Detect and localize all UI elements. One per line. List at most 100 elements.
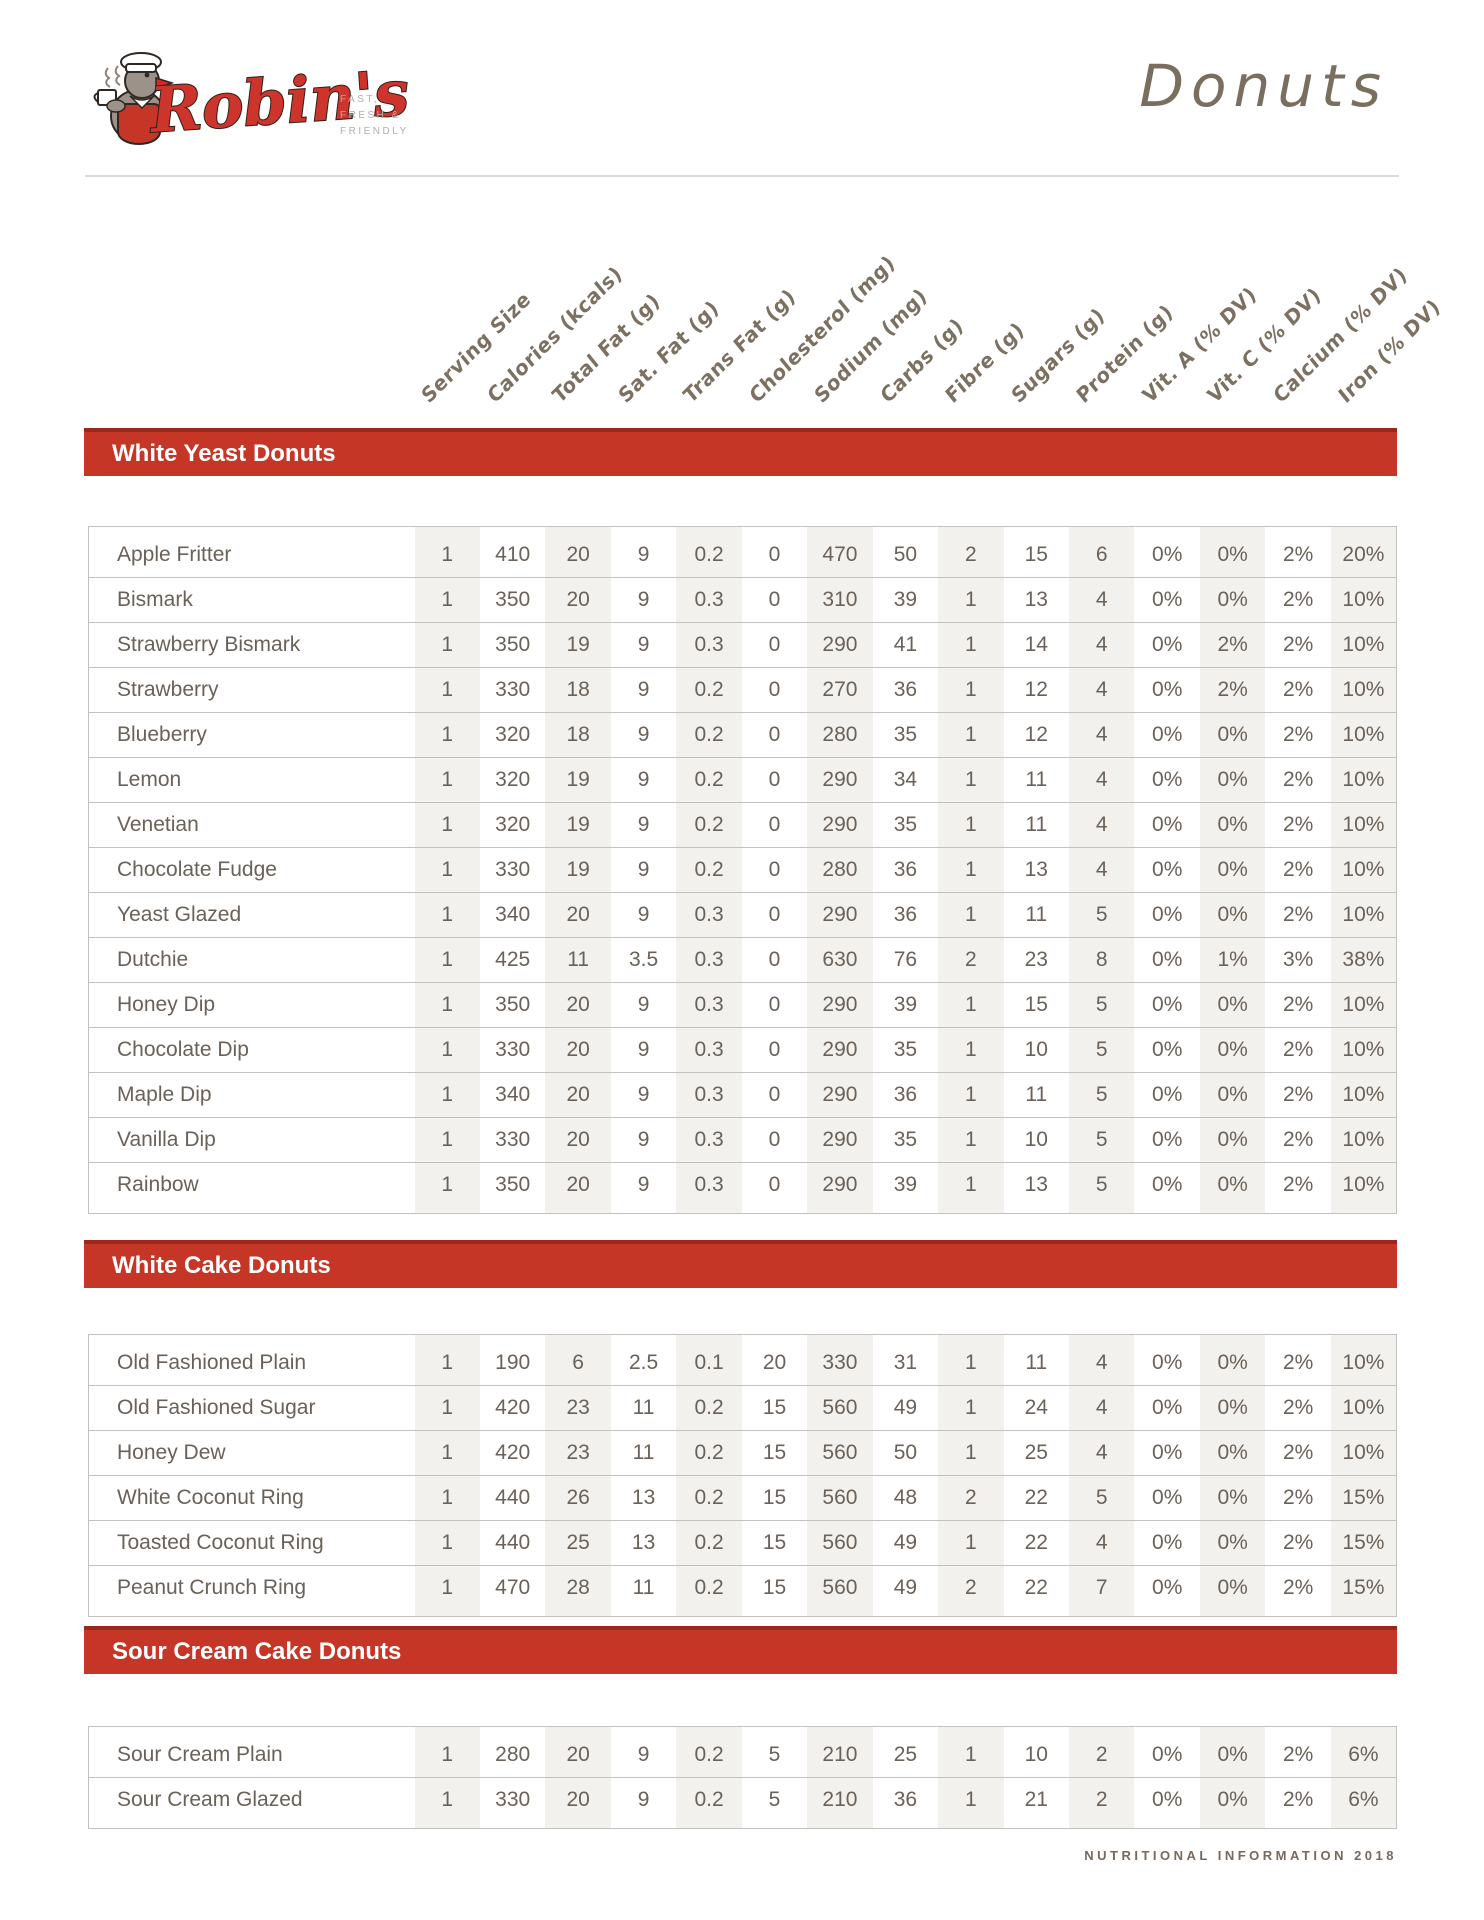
- cell-value: 35: [872, 712, 939, 758]
- item-name: Chocolate Dip: [88, 1027, 415, 1073]
- cell-value: 1: [414, 1565, 480, 1610]
- table-row: Old Fashioned Sugar 1 420 23 11 0.2 15 560 49 1 24…: [88, 1385, 1397, 1431]
- cell-value: 290: [807, 1072, 873, 1118]
- cell-value: 2%: [1265, 1027, 1331, 1073]
- cell-value: 0.3: [676, 622, 742, 668]
- cell-value: 9: [610, 1027, 677, 1073]
- cell-value: 11: [1003, 892, 1070, 938]
- item-name: Sour Cream Glazed: [88, 1777, 415, 1822]
- cell-value: 36: [872, 847, 939, 893]
- column-header: Carbs (g): [875, 312, 968, 408]
- cell-value: 4: [1069, 802, 1135, 848]
- column-header: Serving Size: [416, 286, 536, 408]
- cell-value: 6%: [1330, 1777, 1397, 1822]
- cell-value: 1: [938, 1162, 1004, 1207]
- cell-value: 0%: [1134, 1027, 1200, 1073]
- cell-value: 210: [822, 1743, 858, 1766]
- table-spacer: [89, 1610, 1397, 1617]
- cell-value: 15%: [1330, 1565, 1397, 1610]
- section-header-white-cake-donuts: White Cake Donuts: [84, 1240, 1397, 1288]
- cell-value: 10: [1024, 1743, 1048, 1766]
- cell-value: 8: [1069, 937, 1135, 983]
- cell-value: 2: [1069, 1777, 1135, 1822]
- cell-value: 13: [1003, 847, 1070, 893]
- cell-value: 2%: [1282, 543, 1314, 566]
- cell-value: 0: [741, 1072, 808, 1118]
- cell-value: 22: [1003, 1475, 1070, 1521]
- table-row: Old Fashioned Plain 1 190 6 2.5 0.1 20 330 31 1 11…: [89, 1341, 1397, 1386]
- cell-value: 0%: [1134, 1162, 1200, 1207]
- cell-value: 20: [545, 1777, 611, 1822]
- cell-value: 0%: [1134, 667, 1200, 713]
- cell-value: 320: [479, 757, 546, 803]
- cell-value: 20: [545, 1072, 611, 1118]
- cell-value: 9: [610, 667, 677, 713]
- cell-value: 10%: [1330, 1430, 1397, 1476]
- cell-value: 15: [741, 1475, 808, 1521]
- cell-value: 1: [938, 712, 1004, 758]
- cell-value: 340: [479, 1072, 546, 1118]
- cell-value: 1: [938, 1072, 1004, 1118]
- cell-value: 11: [1003, 757, 1070, 803]
- cell-value: 280: [807, 847, 873, 893]
- item-name: Dutchie: [88, 937, 415, 983]
- cell-value: 1: [938, 1520, 1004, 1566]
- white-cake-donuts-table: Old Fashioned Plain 1 190 6 2.5 0.1 20 330 31 1 11…: [88, 1334, 1397, 1617]
- cell-value: 350: [479, 577, 546, 623]
- cell-value: 2%: [1265, 982, 1331, 1028]
- cell-value: 0: [741, 937, 808, 983]
- table-row: Strawberry Bismark 1 350 19 9 0.3 0 290 41 1 14 4 0%…: [88, 622, 1397, 668]
- table-row: Strawberry 1 330 18 9 0.2 0 270 36 1 12 4 0% 2% 2% 10%: [88, 667, 1397, 713]
- table-row: Blueberry 1 320 18 9 0.2 0 280 35 1 12 4 0% 0% 2% 10%: [88, 712, 1397, 758]
- cell-value: 4: [1095, 1351, 1108, 1374]
- cell-value: 0: [741, 712, 808, 758]
- cell-value: 210: [807, 1777, 873, 1822]
- cell-value: 0%: [1134, 712, 1200, 758]
- cell-value: 18: [545, 712, 611, 758]
- cell-value: 290: [807, 982, 873, 1028]
- cell-value: 2: [938, 937, 1004, 983]
- cell-value: 0.3: [676, 892, 742, 938]
- cell-value: 0%: [1199, 712, 1266, 758]
- cell-value: 19: [545, 802, 611, 848]
- cell-value: 0%: [1199, 892, 1266, 938]
- cell-value: 1: [938, 892, 1004, 938]
- cell-value: 13: [610, 1520, 677, 1566]
- cell-value: 350: [479, 982, 546, 1028]
- cell-value: 330: [479, 1777, 546, 1822]
- table-row: Lemon 1 320 19 9 0.2 0 290 34 1 11 4 0% 0% 2% 10%: [88, 757, 1397, 803]
- cell-value: 2%: [1265, 757, 1331, 803]
- section-title: Sour Cream Cake Donuts: [112, 1638, 402, 1665]
- cell-value: 10%: [1330, 1027, 1397, 1073]
- cell-value: 0.2: [676, 847, 742, 893]
- cell-value: 0%: [1199, 847, 1266, 893]
- table-spacer: [89, 1822, 1397, 1829]
- cell-value: 13: [610, 1475, 677, 1521]
- item-name: Honey Dew: [88, 1430, 415, 1476]
- cell-value: 20: [545, 1162, 611, 1207]
- cell-value: 12: [1003, 667, 1070, 713]
- cell-value: 9: [610, 1117, 677, 1163]
- cell-value: 0: [741, 667, 808, 713]
- cell-value: 0.2: [676, 667, 742, 713]
- cell-value: 1: [414, 1072, 480, 1118]
- cell-value: 20: [762, 1351, 787, 1374]
- cell-value: 2: [938, 1475, 1004, 1521]
- cell-value: 9: [637, 1743, 650, 1766]
- column-header: Protein (g): [1072, 299, 1178, 408]
- cell-value: 0%: [1199, 1430, 1266, 1476]
- cell-value: 2%: [1265, 1777, 1331, 1822]
- cell-value: 14: [1003, 622, 1070, 668]
- cell-value: 0%: [1199, 1027, 1266, 1073]
- cell-value: 0: [741, 982, 808, 1028]
- column-header: Total Fat (g): [547, 287, 665, 408]
- column-header: Iron (% DV): [1334, 293, 1445, 408]
- cell-value: 5: [1069, 1162, 1135, 1207]
- logo-tagline: FAST, FRESH & FRIENDLY: [340, 92, 409, 140]
- cell-value: 9: [637, 543, 650, 566]
- cell-value: 0.2: [676, 1385, 742, 1431]
- tagline-line: FRIENDLY: [340, 126, 409, 137]
- cell-value: 20: [545, 892, 611, 938]
- cell-value: 560: [807, 1565, 873, 1610]
- white-yeast-donuts-table: Apple Fritter 1 410 20 9 0.2 0 470 50 2 15 6 0% 0% 2% 2…: [88, 526, 1397, 1214]
